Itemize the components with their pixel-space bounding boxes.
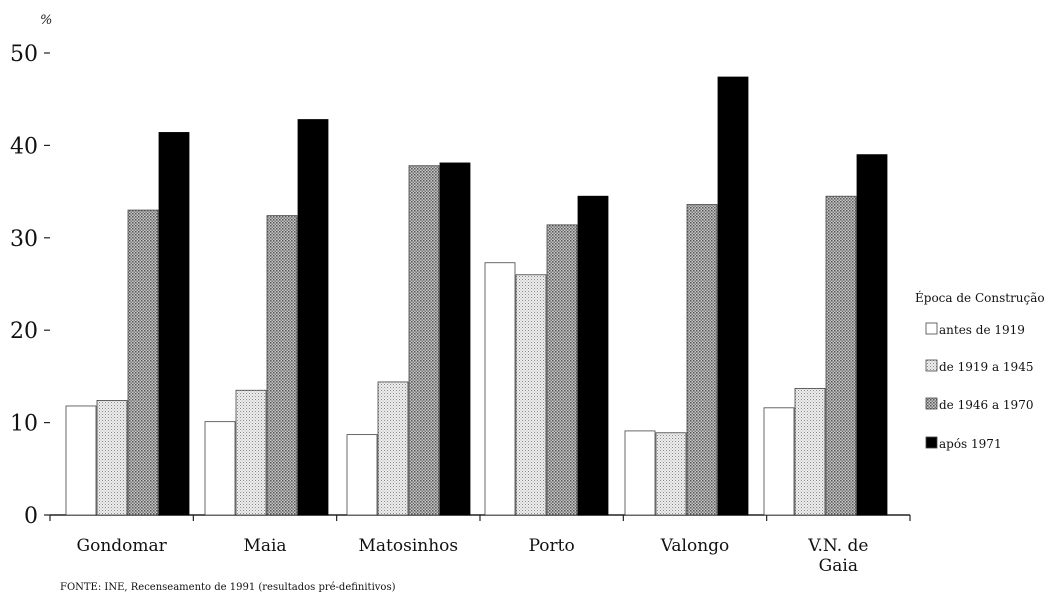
bar: [204, 421, 236, 516]
x-axis-ticks: [49, 515, 911, 521]
bar: [717, 76, 749, 516]
y-unit-label: %: [40, 13, 52, 28]
bar: [65, 405, 97, 516]
bar: [235, 389, 267, 516]
legend-label: de 1946 a 1970: [939, 398, 1033, 412]
legend: Época de Construção antes de 1919 de 1919…: [915, 290, 1045, 451]
legend-title: Época de Construção: [915, 290, 1045, 305]
legend-swatch: [925, 397, 938, 410]
bar: [686, 204, 718, 516]
bar: [655, 432, 687, 516]
bar: [763, 407, 795, 516]
category-label: Maia: [243, 536, 286, 556]
category-label: V.N. de Gaia: [807, 536, 868, 576]
bar: [346, 434, 378, 516]
bar: [297, 119, 329, 516]
legend-swatch: [925, 359, 938, 372]
category-label: Porto: [529, 536, 575, 556]
bar: [408, 165, 440, 516]
bar: [515, 274, 547, 516]
bar: [377, 381, 409, 516]
legend-label: de 1919 a 1945: [939, 360, 1033, 374]
y-tick-label: 10: [10, 412, 38, 437]
legend-swatch: [925, 322, 938, 335]
bar: [266, 215, 298, 516]
bar: [484, 262, 516, 516]
legend-label: após 1971: [939, 437, 1002, 451]
y-tick-label: 20: [10, 319, 38, 344]
bar-marks: [65, 76, 888, 516]
category-label: Matosinhos: [359, 536, 459, 556]
bar: [158, 132, 190, 516]
y-tick-label: 30: [10, 227, 38, 252]
y-tick-label: 40: [10, 134, 38, 159]
bar: [624, 430, 656, 516]
category-labels: Gondomar Maia Matosinhos Porto Valongo V.N. d…: [77, 536, 869, 576]
bar: [825, 195, 857, 516]
bar: [96, 400, 128, 516]
category-label: Gondomar: [77, 536, 168, 556]
bar: [546, 224, 578, 516]
y-axis-ticks: 0 10 20 30 40 50: [10, 42, 50, 529]
legend-swatch: [925, 436, 938, 449]
legend-label: antes de 1919: [939, 323, 1025, 337]
category-label: Valongo: [660, 536, 730, 556]
bar: [577, 195, 609, 516]
source-note: FONTE: INE, Recenseamento de 1991 (resul…: [60, 582, 396, 593]
bar: [856, 154, 888, 516]
y-tick-label: 0: [24, 504, 38, 529]
bar: [127, 209, 159, 516]
bar: [794, 388, 826, 516]
y-tick-label: 50: [10, 42, 38, 67]
bar: [439, 162, 471, 516]
